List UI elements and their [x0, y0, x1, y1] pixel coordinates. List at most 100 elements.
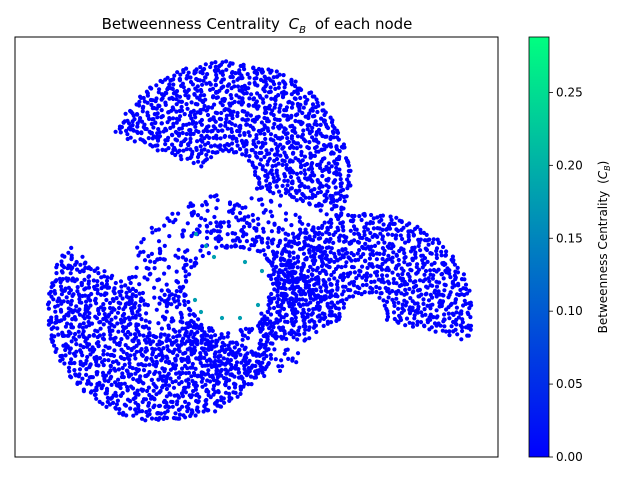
scatter-point	[408, 296, 413, 301]
scatter-point	[459, 292, 464, 297]
scatter-point	[170, 380, 175, 385]
scatter-point	[81, 321, 86, 326]
scatter-point	[115, 321, 120, 326]
scatter-point	[141, 125, 146, 130]
scatter-point	[253, 169, 258, 174]
scatter-point	[102, 378, 107, 383]
scatter-point	[209, 61, 214, 66]
scatter-point	[303, 279, 309, 284]
scatter-point	[137, 332, 142, 337]
scatter-point	[402, 298, 407, 303]
scatter-point	[143, 418, 148, 423]
scatter-point	[267, 306, 272, 311]
scatter-point	[409, 268, 414, 273]
chart-title-symbol: C	[289, 15, 300, 33]
scatter-point	[441, 293, 446, 298]
scatter-point	[442, 312, 447, 317]
scatter-point	[221, 335, 226, 340]
scatter-point	[293, 270, 298, 275]
scatter-point	[303, 285, 308, 290]
scatter-point	[62, 316, 67, 321]
scatter-point	[213, 64, 218, 69]
scatter-point	[221, 84, 226, 89]
scatter-point	[267, 151, 272, 156]
scatter-point	[215, 339, 220, 344]
scatter-point	[256, 222, 261, 227]
scatter-point	[374, 251, 380, 256]
scatter-point	[194, 340, 199, 345]
scatter-point	[222, 108, 227, 113]
scatter-point	[164, 91, 169, 96]
scatter-point	[60, 270, 65, 275]
scatter-point	[176, 375, 181, 380]
scatter-point	[247, 154, 252, 159]
scatter-point	[208, 64, 213, 70]
scatter-point	[77, 324, 82, 329]
scatter-point	[154, 307, 159, 312]
scatter-point	[296, 236, 301, 241]
scatter-point	[194, 261, 199, 266]
scatter-point	[149, 86, 154, 91]
scatter-point	[284, 262, 289, 267]
scatter-point	[273, 86, 278, 91]
scatter-point	[116, 367, 121, 372]
scatter-point	[308, 151, 313, 156]
scatter-point	[119, 320, 124, 325]
scatter-point	[301, 128, 306, 133]
scatter-point	[376, 277, 381, 282]
scatter-point	[434, 252, 439, 257]
scatter-point	[217, 116, 222, 121]
scatter-point	[293, 307, 298, 312]
scatter-point	[436, 241, 441, 246]
scatter-point	[347, 294, 352, 299]
scatter-point	[209, 155, 214, 160]
scatter-point	[87, 347, 92, 352]
scatter-point	[235, 77, 240, 82]
scatter-point	[171, 415, 176, 421]
scatter-point	[227, 223, 232, 228]
scatter-point	[271, 175, 276, 181]
scatter-point	[434, 255, 439, 261]
scatter-point	[305, 127, 310, 132]
scatter-point	[376, 240, 381, 245]
scatter-point	[274, 69, 279, 74]
scatter-point	[421, 301, 426, 306]
scatter-point	[212, 360, 217, 365]
scatter-point	[380, 261, 385, 267]
scatter-point	[418, 248, 423, 253]
scatter-point	[211, 383, 217, 388]
scatter-point	[257, 234, 262, 239]
scatter-point	[141, 95, 146, 101]
scatter-point	[216, 239, 221, 244]
scatter-point	[277, 304, 282, 309]
scatter-point	[117, 342, 122, 348]
scatter-point	[133, 407, 138, 412]
scatter-point	[415, 319, 420, 324]
scatter-point	[138, 116, 143, 121]
scatter-point	[249, 148, 254, 153]
scatter-point	[295, 337, 300, 342]
scatter-point	[390, 232, 395, 237]
scatter-point	[167, 391, 172, 396]
scatter-point	[134, 411, 139, 416]
scatter-point	[276, 85, 281, 90]
scatter-point	[369, 212, 374, 218]
scatter-point	[393, 236, 398, 241]
scatter-point	[287, 261, 292, 266]
scatter-point	[465, 333, 470, 338]
scatter-point	[428, 268, 433, 273]
scatter-point	[112, 291, 117, 296]
scatter-point	[156, 277, 162, 282]
scatter-point	[107, 329, 113, 334]
scatter-point	[313, 258, 318, 263]
scatter-point	[223, 120, 228, 125]
scatter-point	[182, 112, 187, 117]
scatter-point	[78, 343, 83, 348]
scatter-point	[254, 133, 259, 138]
scatter-point	[302, 241, 307, 246]
scatter-point	[318, 249, 323, 254]
scatter-point	[269, 96, 274, 101]
scatter-point	[153, 347, 158, 352]
scatter-point	[95, 335, 100, 340]
scatter-point	[200, 253, 205, 259]
